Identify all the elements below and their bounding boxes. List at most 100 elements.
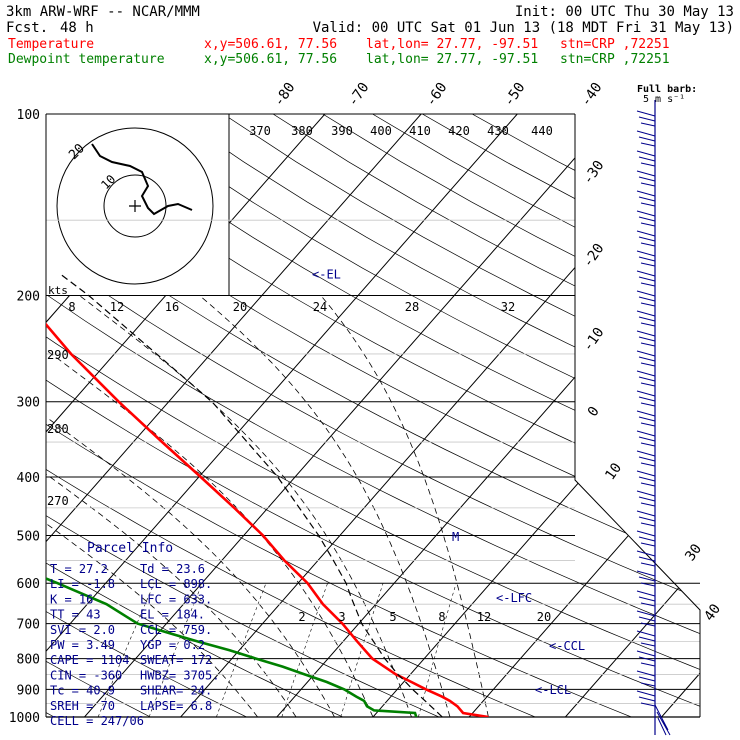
wind-barb: [636, 390, 656, 407]
wind-barb: [636, 230, 656, 247]
hodograph-trace: [91, 143, 193, 216]
level-marker-label: <-LFC: [496, 591, 532, 605]
wind-barb: [636, 690, 656, 707]
wind-barb: [636, 490, 656, 507]
parcel-info-left: CELL = 247/06: [50, 714, 144, 728]
parcel-info-right: SHEAR= 24.: [140, 684, 212, 698]
parcel-info-left: Tc = 40.9: [50, 684, 115, 698]
wind-barb: [636, 590, 656, 607]
parcel-info-left: SREH = 70: [50, 699, 115, 713]
isotherm-tick-label: 30: [682, 541, 705, 564]
wind-barb: [636, 450, 656, 467]
wind-barb: [636, 250, 656, 267]
isotherm-line: [276, 114, 700, 717]
parcel-info-right: LAPSE= 6.8: [140, 699, 212, 713]
speed-label: 12: [110, 300, 124, 314]
speed-label: 24: [313, 300, 327, 314]
wind-barb: [636, 630, 656, 647]
theta-e-label: 420: [448, 124, 470, 138]
dry-adiabat-line: [372, 114, 700, 717]
isotherm-line: [372, 114, 700, 717]
init-time: Init: 00 UTC Thu 30 May 13: [515, 4, 734, 20]
pressure-tick-label: 600: [17, 577, 40, 592]
moist-adiabat-line: [320, 295, 489, 717]
isotherm-tick-label: 40: [701, 601, 724, 624]
theta-e-label: 430: [487, 124, 509, 138]
isotherm-line: [468, 114, 700, 717]
zero-level-marker: M: [452, 530, 459, 544]
wind-barbs: [636, 100, 671, 736]
theta-e-label: 380: [291, 124, 313, 138]
level-marker-label: <-CCL: [549, 639, 585, 653]
wind-barb: [636, 290, 656, 307]
pressure-tick-label: 400: [17, 471, 40, 486]
speed-label: 32: [501, 300, 515, 314]
parcel-info-right: YGP = 0.2: [140, 638, 205, 652]
isotherm-line: [565, 114, 700, 717]
isotherm-tick-label: -10: [580, 325, 608, 355]
wind-barb: [636, 350, 656, 367]
mixing-ratio-line: [418, 583, 457, 717]
profile-line-dewpoint: [46, 114, 418, 717]
speed-label: 8: [68, 300, 75, 314]
parcel-info-right: LCL = 898.: [140, 577, 212, 591]
pressure-tick-label: 700: [17, 618, 40, 633]
barb-note-line2: 5 m s⁻¹: [643, 94, 685, 105]
wind-barb: [636, 130, 656, 147]
mixing-ratio-label: 8: [438, 610, 445, 624]
hodograph-units: kts: [48, 284, 68, 297]
isobars: [45, 113, 701, 718]
parcel-info-left: SVI = 2.0: [50, 623, 115, 637]
parcel-info-title: Parcel Info: [87, 541, 173, 556]
parcel-info-left: LI = -1.8: [50, 577, 115, 591]
profiles: [46, 114, 489, 717]
dry-adiabat-line: [422, 114, 700, 717]
isotherm-line: [46, 114, 326, 717]
wind-barb: [636, 650, 656, 667]
legend-temperature-stn: stn=CRP ,72251: [560, 37, 670, 52]
legend: Temperature x,y=506.61, 77.56 lat,lon= 2…: [8, 37, 670, 67]
wind-barb: [636, 330, 656, 347]
theta-e-label: 400: [370, 124, 392, 138]
mixing-ratio-line: [97, 583, 155, 717]
wind-barb: [636, 170, 656, 187]
parcel-info-right: SWEAT= 172: [140, 653, 212, 667]
legend-temperature-coords: x,y=506.61, 77.56: [204, 37, 337, 52]
theta-e-label: 390: [331, 124, 353, 138]
dry-adiabat-line: [223, 114, 700, 717]
speed-label: 16: [165, 300, 179, 314]
legend-dewpoint-coords: x,y=506.61, 77.56: [204, 52, 337, 67]
legend-dewpoint-stn: stn=CRP ,72251: [560, 52, 670, 67]
pressure-tick-label: 200: [17, 290, 40, 305]
dry-adiabat-line: [272, 114, 700, 717]
hodograph-ring: [56, 127, 214, 285]
isotherm-tick-label: 10: [602, 460, 625, 483]
wind-barb: [636, 210, 656, 227]
isotherm-line: [46, 114, 422, 717]
mixing-ratio-label: 12: [477, 610, 491, 624]
theta-e-label: 410: [409, 124, 431, 138]
wind-barb: [636, 670, 656, 687]
level-marker-label: <-EL: [312, 268, 341, 282]
isotherm-tick-label: -20: [580, 241, 608, 271]
parcel-info-left: CAPE = 1104: [50, 653, 129, 667]
left-theta-label: 280: [47, 422, 69, 436]
wind-barb: [654, 704, 671, 736]
speed-label: 28: [405, 300, 419, 314]
isotherm-tick-label: -30: [580, 158, 608, 188]
hodograph-background: [46, 114, 229, 296]
wind-barb: [636, 510, 656, 527]
wind-barb: [636, 430, 656, 447]
parcel-info-right: CCL = 759.: [140, 623, 212, 637]
wind-barb: [636, 110, 656, 127]
left-theta-label: 290: [47, 348, 69, 362]
theta-e-label: 440: [531, 124, 553, 138]
plot-frame: [45, 114, 701, 717]
pressure-tick-label: 900: [17, 683, 40, 698]
parcel-info-right: HWBZ= 3705.: [140, 668, 219, 682]
isotherm-line: [46, 114, 518, 717]
parcel-info-box: Parcel Info T = 27.2 Td = 23.6 LI = -1.8 LC…: [50, 541, 219, 728]
profile-line-parcel: [59, 273, 443, 717]
isotherm-tick-label: -60: [423, 80, 451, 110]
